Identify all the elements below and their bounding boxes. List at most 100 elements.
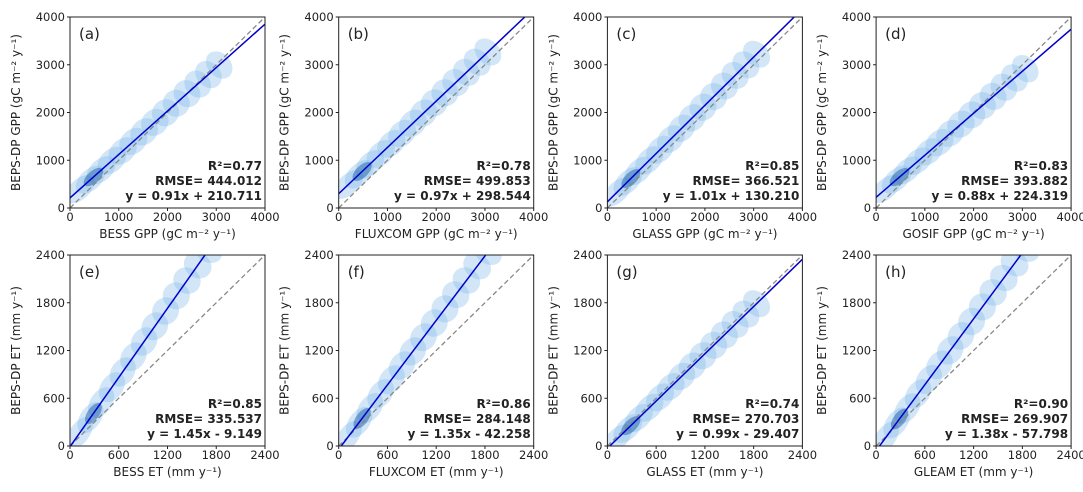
- x-tick-label: 1200: [959, 448, 988, 462]
- x-tick-label: 3000: [470, 210, 499, 224]
- x-tick-label: 0: [604, 448, 611, 462]
- annotation: RMSE= 284.148: [424, 412, 531, 426]
- panel: [70, 255, 265, 446]
- y-tick-label: 4000: [304, 10, 333, 24]
- y-tick-label: 600: [43, 391, 65, 405]
- panel-label: (e): [79, 263, 100, 281]
- y-tick-label: 0: [595, 439, 602, 453]
- annotation: y = 1.38x - 57.798: [945, 427, 1068, 441]
- y-axis-label: BEPS-DP GPP (gC m⁻² y⁻¹): [815, 34, 829, 191]
- panel: [876, 17, 1072, 208]
- annotation: R²=0.86: [477, 397, 531, 411]
- x-tick-label: 2000: [153, 210, 182, 224]
- x-axis-label: BESS ET (mm y⁻¹): [113, 465, 221, 479]
- y-tick-label: 2400: [842, 248, 871, 262]
- identity-line: [70, 255, 265, 446]
- x-tick-label: 600: [914, 448, 936, 462]
- y-tick-label: 2000: [36, 106, 65, 120]
- y-axis-label: BEPS-DP GPP (gC m⁻² y⁻¹): [278, 34, 292, 191]
- x-tick-label: 1200: [153, 448, 182, 462]
- y-axis-label: BEPS-DP ET (mm y⁻¹): [9, 286, 23, 415]
- y-tick-label: 4000: [842, 10, 871, 24]
- identity-line: [607, 255, 803, 446]
- x-axis-label: FLUXCOM GPP (gC m⁻² y⁻¹): [355, 227, 518, 241]
- fit-line: [878, 255, 1022, 446]
- panel-label: (f): [348, 263, 365, 281]
- panel-label: (a): [79, 25, 100, 43]
- x-tick-label: 3000: [202, 210, 231, 224]
- y-tick-label: 1000: [573, 153, 602, 167]
- annotation: RMSE= 366.521: [692, 174, 799, 188]
- x-axis-label: BESS GPP (gC m⁻² y⁻¹): [99, 227, 236, 241]
- y-tick-label: 1200: [573, 344, 602, 358]
- x-tick-label: 1200: [422, 448, 451, 462]
- x-tick-label: 2000: [959, 210, 988, 224]
- annotation: R²=0.78: [477, 159, 531, 173]
- y-axis-label: BEPS-DP GPP (gC m⁻² y⁻¹): [546, 34, 560, 191]
- annotation: y = 0.97x + 298.544: [394, 189, 531, 203]
- x-tick-label: 2400: [788, 448, 817, 462]
- x-tick-label: 4000: [1056, 210, 1083, 224]
- y-tick-label: 2400: [573, 248, 602, 262]
- panel: [607, 17, 803, 208]
- annotation: R²=0.74: [745, 397, 799, 411]
- annotation: y = 0.99x - 29.407: [676, 427, 799, 441]
- annotation: y = 1.35x - 42.258: [407, 427, 530, 441]
- y-tick-label: 3000: [36, 58, 65, 72]
- y-tick-label: 0: [595, 201, 602, 215]
- fit-line: [607, 17, 796, 203]
- annotation: y = 0.91x + 210.711: [125, 189, 262, 203]
- x-tick-label: 2400: [519, 448, 548, 462]
- y-tick-label: 1200: [842, 344, 871, 358]
- annotation: R²=0.90: [1014, 397, 1068, 411]
- y-tick-label: 600: [312, 391, 334, 405]
- y-axis-label: BEPS-DP ET (mm y⁻¹): [278, 286, 292, 415]
- annotation: y = 0.88x + 224.319: [931, 189, 1068, 203]
- fit-line: [876, 28, 1072, 198]
- x-tick-label: 2400: [250, 448, 279, 462]
- y-tick-label: 600: [580, 391, 602, 405]
- x-tick-label: 0: [872, 210, 879, 224]
- annotation: R²=0.85: [745, 159, 799, 173]
- x-tick-label: 1200: [690, 448, 719, 462]
- x-tick-label: 0: [66, 448, 73, 462]
- annotation: y = 1.01x + 130.210: [663, 189, 800, 203]
- y-tick-label: 0: [58, 439, 65, 453]
- panel: [70, 17, 265, 208]
- panel-label: (c): [616, 25, 636, 43]
- x-tick-label: 1800: [202, 448, 231, 462]
- x-tick-label: 600: [108, 448, 130, 462]
- panel-label: (d): [885, 25, 906, 43]
- y-axis-label: BEPS-DP ET (mm y⁻¹): [815, 286, 829, 415]
- density-cloud: [473, 255, 502, 266]
- y-tick-label: 1800: [573, 296, 602, 310]
- x-tick-label: 4000: [250, 210, 279, 224]
- panel: [607, 255, 803, 446]
- x-tick-label: 0: [335, 210, 342, 224]
- x-axis-label: GLASS ET (mm y⁻¹): [646, 465, 763, 479]
- y-tick-label: 2400: [304, 248, 333, 262]
- annotation: RMSE= 393.882: [961, 174, 1068, 188]
- x-tick-label: 1000: [910, 210, 939, 224]
- x-tick-label: 4000: [519, 210, 548, 224]
- annotation: y = 1.45x - 9.149: [147, 427, 262, 441]
- panel: [338, 17, 534, 208]
- y-tick-label: 3000: [304, 58, 333, 72]
- x-tick-label: 3000: [1008, 210, 1037, 224]
- y-tick-label: 0: [326, 439, 333, 453]
- x-tick-label: 600: [645, 448, 667, 462]
- fit-line: [70, 23, 265, 199]
- y-tick-label: 1800: [842, 296, 871, 310]
- y-tick-label: 1800: [304, 296, 333, 310]
- y-tick-label: 0: [864, 201, 871, 215]
- y-tick-label: 2000: [842, 106, 871, 120]
- y-tick-label: 2000: [573, 106, 602, 120]
- annotation: RMSE= 335.537: [155, 412, 262, 426]
- density-cloud: [194, 255, 223, 264]
- y-axis-label: BEPS-DP GPP (gC m⁻² y⁻¹): [9, 34, 23, 191]
- x-tick-label: 0: [335, 448, 342, 462]
- fit-line: [340, 255, 487, 446]
- fit-line: [608, 258, 803, 446]
- x-tick-label: 2000: [690, 210, 719, 224]
